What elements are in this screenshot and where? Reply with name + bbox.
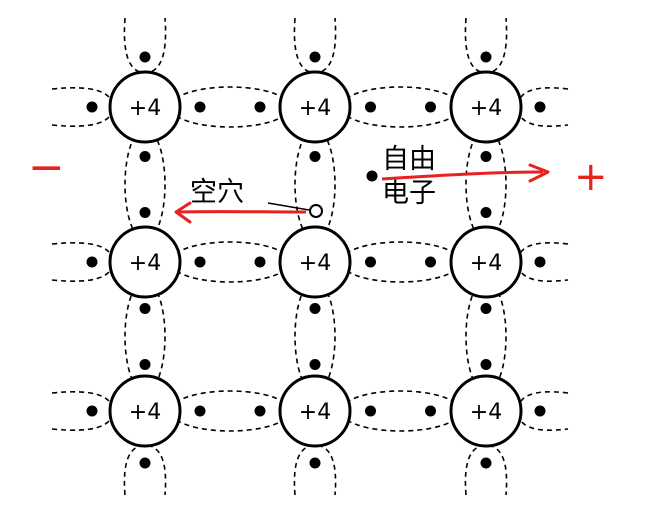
hole-flow-arrow-head (174, 201, 192, 224)
bond-horizontal (169, 86, 291, 128)
bond-electron (365, 256, 376, 268)
atom-core (278, 225, 352, 299)
negative-sign: − (28, 142, 65, 193)
bond-horizontal (339, 390, 462, 432)
bond-edge-left (51, 391, 114, 431)
bond-electron (309, 151, 321, 162)
bond-electron (86, 256, 98, 268)
atom-core (278, 70, 352, 144)
bond-electron (139, 457, 151, 469)
bond-horizontal (339, 86, 462, 128)
bond-horizontal (169, 390, 291, 432)
bond-horizontal (339, 241, 462, 283)
atom-charge-label: +4 (470, 400, 502, 425)
atom-charge-label: +4 (299, 400, 331, 425)
atom-charge-label: +4 (129, 251, 161, 276)
atom-charge-label: +4 (299, 96, 331, 121)
bond-electron (139, 359, 151, 370)
atom-charge-label: +4 (129, 96, 161, 121)
bond-electron (309, 303, 321, 314)
bond-edge-left (51, 87, 114, 127)
atoms: +4 +4 +4 +4 +4 +4 +4 +4 +4 (108, 70, 523, 448)
hole-leader-line (267, 202, 310, 211)
atom-core (108, 374, 182, 448)
atom-core (449, 374, 523, 448)
bond-edge-top (293, 17, 337, 74)
bond-electron (309, 457, 321, 469)
bond-vertical (465, 279, 507, 394)
bond-electron (194, 405, 206, 417)
atom-core (108, 225, 182, 299)
atom-core (108, 70, 182, 144)
bond-electron (139, 151, 151, 162)
bond-edge-left (51, 242, 114, 282)
free-electron-label-line1: 自由 (382, 144, 436, 175)
free-electron-dot (366, 170, 378, 182)
positive-sign: + (574, 154, 608, 200)
bond-electron (254, 256, 266, 268)
bond-electron (194, 101, 206, 113)
bond-electron (254, 405, 266, 417)
atom-core (449, 225, 523, 299)
bond-edge-bottom (464, 444, 508, 496)
bond-vertical (124, 127, 166, 242)
bond-vertical (124, 279, 166, 394)
bond-edge-top (464, 17, 508, 74)
bond-electron (365, 405, 376, 417)
bond-electron (425, 101, 436, 113)
bond-electron (139, 303, 151, 314)
bond-electron (480, 51, 492, 63)
atom-charge-label: +4 (470, 96, 502, 121)
bond-electron (309, 51, 321, 63)
atom-charge-label: +4 (470, 251, 502, 276)
bond-edge-bottom (293, 444, 337, 496)
hole-circle (309, 204, 323, 218)
bond-electron (480, 303, 492, 314)
red-annotations: − + (28, 142, 608, 224)
bond-edge-top (123, 17, 167, 74)
atom-core (278, 374, 352, 448)
free-electron-label-line2: 电子 (382, 178, 436, 209)
bond-electron (254, 101, 266, 113)
bond-electron (534, 256, 546, 268)
bond-electron (534, 101, 546, 113)
bond-electron (480, 151, 492, 162)
bond-electron (309, 359, 321, 370)
bond-vertical (294, 279, 336, 394)
bond-electron (425, 256, 436, 268)
bond-electron (139, 207, 151, 218)
electron-flow-arrow-head (528, 163, 550, 183)
bonding-electrons (86, 51, 546, 469)
bond-edge-bottom (123, 444, 167, 496)
atom-charge-label: +4 (129, 400, 161, 425)
bond-electron (425, 405, 436, 417)
bond-electron (86, 405, 98, 417)
bond-horizontal (169, 241, 291, 283)
bond-electron (480, 359, 492, 370)
atom-charge-label: +4 (299, 251, 331, 276)
bond-electron (365, 101, 376, 113)
hole-marker: 空穴 (190, 177, 323, 218)
hole-label: 空穴 (190, 177, 244, 208)
bond-vertical (465, 127, 507, 242)
bond-electron (480, 207, 492, 218)
bond-electron (534, 405, 546, 417)
bond-electron (480, 457, 492, 469)
bond-electron (139, 51, 151, 63)
bond-vertical (294, 127, 336, 242)
bond-electron (194, 256, 206, 268)
electron-flow-arrow-line (381, 170, 544, 181)
bond-electron (86, 101, 98, 113)
free-electron: 自由 电子 (366, 144, 436, 209)
atom-core (449, 70, 523, 144)
